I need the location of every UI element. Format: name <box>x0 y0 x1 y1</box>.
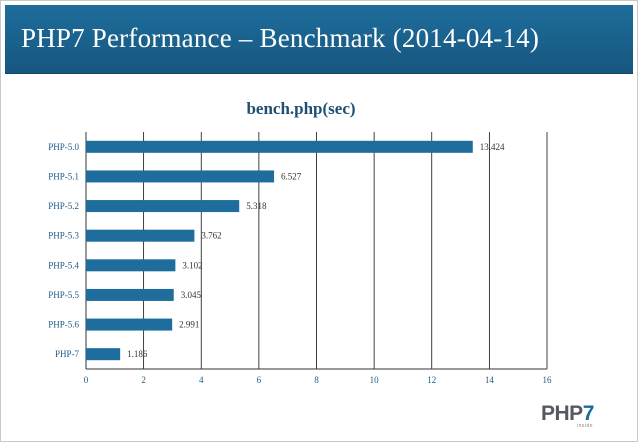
php7-logo: PHP7 inside <box>541 402 594 429</box>
category-label: PHP-5.1 <box>48 171 79 181</box>
bar <box>86 288 174 301</box>
x-tick-label: 0 <box>84 375 89 385</box>
x-tick-label: 10 <box>370 375 380 385</box>
category-label: PHP-7 <box>55 349 80 359</box>
slide-header: PHP7 Performance – Benchmark (2014-04-14… <box>5 5 633 74</box>
x-tick-label: 6 <box>257 375 262 385</box>
value-label: 5.318 <box>246 201 267 211</box>
value-label: 2.991 <box>179 320 199 330</box>
category-label: PHP-5.0 <box>48 142 79 152</box>
category-label: PHP-5.5 <box>48 290 79 300</box>
category-label: PHP-5.3 <box>48 231 79 241</box>
category-label: PHP-5.4 <box>48 260 79 270</box>
bar <box>86 170 275 183</box>
x-tick-label: 8 <box>314 375 319 385</box>
x-tick-label: 4 <box>199 375 204 385</box>
x-tick-label: 2 <box>141 375 146 385</box>
bar <box>86 348 121 361</box>
value-label: 3.102 <box>182 260 202 270</box>
slide-title: PHP7 Performance – Benchmark (2014-04-14… <box>21 23 540 53</box>
category-label: PHP-5.2 <box>48 201 79 211</box>
x-tick-label: 12 <box>427 375 436 385</box>
x-tick-label: 16 <box>543 375 553 385</box>
bar <box>86 259 176 272</box>
bar <box>86 200 240 213</box>
value-label: 13.424 <box>480 142 505 152</box>
bar <box>86 229 195 242</box>
x-tick-label: 14 <box>485 375 495 385</box>
chart-title: bench.php(sec) <box>246 99 356 118</box>
category-label: PHP-5.6 <box>48 320 79 330</box>
bar <box>86 140 473 153</box>
value-label: 6.527 <box>281 171 302 181</box>
value-label: 3.045 <box>181 290 202 300</box>
value-label: 3.762 <box>201 231 221 241</box>
bar <box>86 318 173 331</box>
value-label: 1.186 <box>127 349 148 359</box>
